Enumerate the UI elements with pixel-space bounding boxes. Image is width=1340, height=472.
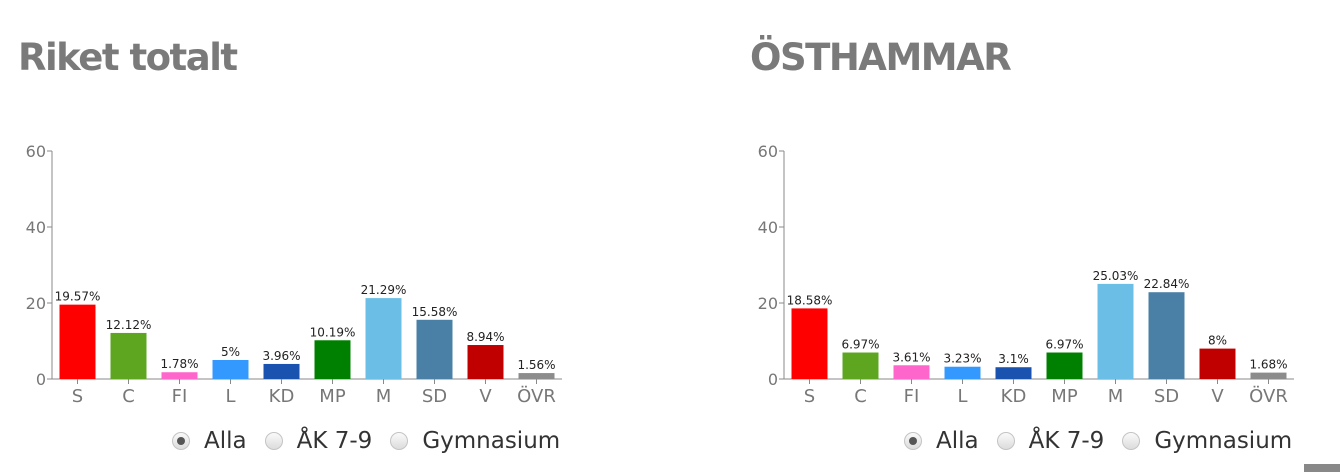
radio-option-alla[interactable]: Alla [172,428,247,454]
x-tick-label: L [957,386,967,407]
bar-sd [1148,292,1185,379]
bar-v [467,345,504,379]
radio-option-alla[interactable]: Alla [904,428,979,454]
data-label: 15.58% [412,305,458,319]
radio-label: ÅK 7-9 [1028,428,1105,454]
bar-mp [314,340,351,379]
radio-label: Alla [936,428,979,454]
bar-l [212,360,249,379]
data-label: 3.96% [262,349,300,363]
chart-title: ÖSTHAMMAR [750,36,1012,79]
radio-label: Gymnasium [422,428,561,454]
radio-button-checked-icon[interactable] [172,432,190,450]
bar-övr [518,373,555,379]
data-label: 10.19% [310,325,356,339]
x-tick-label: L [225,386,235,407]
data-label: 1.68% [1249,358,1287,372]
data-label: 3.1% [998,352,1029,366]
data-label: 18.58% [787,293,833,307]
data-label: 8.94% [466,330,504,344]
bar-kd [995,367,1032,379]
x-tick-label: FI [904,386,920,407]
data-label: 5% [221,345,240,359]
data-label: 1.78% [160,357,198,371]
radio-option-gymnasium[interactable]: Gymnasium [390,428,560,454]
y-tick-label: 0 [36,370,46,389]
x-tick-label: SD [1154,386,1179,407]
x-tick-label: MP [1051,386,1078,407]
bar-m [1097,283,1134,379]
y-tick-label: 40 [758,218,778,237]
data-label: 25.03% [1093,269,1139,283]
radio-label: Alla [204,428,247,454]
data-label: 8% [1208,334,1227,348]
x-tick-label: S [804,386,815,407]
x-tick-label: KD [269,386,295,407]
data-label: 3.23% [943,352,981,366]
chart-panel-riket: Riket totalt 0 20 40 60 19.57% S 12.12% C 1.78% F… [0,0,620,472]
data-label: 6.97% [841,338,879,352]
chart-title: Riket totalt [18,36,238,79]
data-label: 22.84% [1144,277,1190,291]
y-tick-label: 60 [758,142,778,161]
radio-option-gymnasium[interactable]: Gymnasium [1122,428,1292,454]
bar-övr [1250,372,1287,379]
radio-option-ak79[interactable]: ÅK 7-9 [996,428,1105,454]
radio-button-checked-icon[interactable] [904,432,922,450]
bar-c [110,332,147,379]
y-tick-label: 60 [26,142,46,161]
x-tick-label: C [122,386,135,407]
x-tick-label: KD [1001,386,1027,407]
x-tick-label: V [479,386,492,407]
data-label: 21.29% [361,283,407,297]
radio-button-icon[interactable] [264,432,283,450]
bar-c [842,352,879,379]
bar-mp [1046,352,1083,379]
radio-button-icon[interactable] [996,432,1015,450]
x-tick-label: M [1108,386,1124,407]
bar-kd [263,363,300,379]
x-tick-label: C [854,386,867,407]
bar-s [59,304,96,379]
bar-fi [893,365,930,379]
bar-m [365,298,402,379]
corner-tab[interactable] [1304,464,1340,472]
x-tick-label: FI [172,386,188,407]
bar-l [944,366,981,379]
x-tick-label: V [1211,386,1224,407]
y-tick-label: 20 [758,294,778,313]
bar-chart-riket: 0 20 40 60 19.57% S 12.12% C 1.78% FI 5% L 3.96% KD 10… [26,142,562,407]
chart-panel-osthammar: ÖSTHAMMAR 0 20 40 60 18.58% S 6.97% C 3.61% FI 3.2… [732,0,1340,472]
x-tick-label: MP [319,386,346,407]
data-label: 12.12% [106,318,152,332]
data-label: 3.61% [892,350,930,364]
data-label: 19.57% [55,290,101,304]
x-tick-label: ÖVR [1249,385,1288,407]
x-tick-label: M [376,386,392,407]
radio-button-icon[interactable] [390,432,409,450]
y-tick-label: 40 [26,218,46,237]
radio-label: Gymnasium [1154,428,1293,454]
y-tick-label: 20 [26,294,46,313]
filter-radio-group: Alla ÅK 7-9 Gymnasium [904,428,1310,454]
bar-sd [416,319,453,379]
filter-radio-group: Alla ÅK 7-9 Gymnasium [172,428,578,454]
radio-button-icon[interactable] [1122,432,1141,450]
radio-option-ak79[interactable]: ÅK 7-9 [264,428,373,454]
radio-label: ÅK 7-9 [296,428,373,454]
x-tick-label: SD [422,386,447,407]
x-tick-label: ÖVR [517,385,556,407]
y-tick-label: 0 [768,370,778,389]
bar-fi [161,372,198,379]
x-tick-label: S [72,386,83,407]
data-label: 6.97% [1045,338,1083,352]
data-label: 1.56% [517,358,555,372]
bar-chart-osthammar: 0 20 40 60 18.58% S 6.97% C 3.61% FI 3.23% L 3.1% KD 6… [758,142,1294,407]
bar-s [791,308,828,379]
bar-v [1199,348,1236,379]
